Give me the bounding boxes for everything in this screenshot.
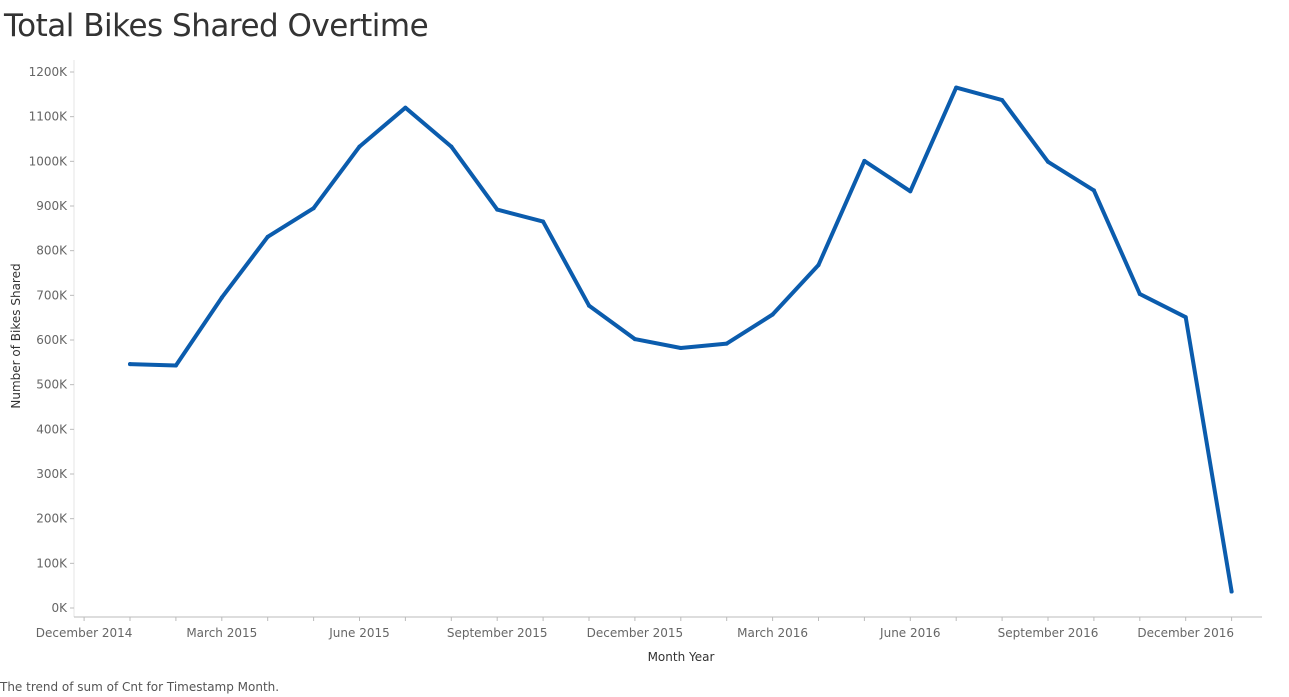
x-tick-label: September 2015: [447, 626, 548, 640]
data-point[interactable]: [1046, 159, 1050, 164]
y-tick-label: 300K: [36, 467, 68, 481]
data-point[interactable]: [816, 262, 821, 267]
x-tick-label: March 2016: [737, 626, 808, 640]
x-axis-title: Month Year: [648, 650, 715, 664]
data-point[interactable]: [908, 189, 913, 194]
y-tick-label: 100K: [36, 556, 68, 570]
data-point[interactable]: [1000, 98, 1005, 103]
data-point[interactable]: [1137, 291, 1142, 296]
x-tick-label: December 2016: [1137, 626, 1234, 640]
y-tick-label: 700K: [36, 288, 68, 302]
data-point[interactable]: [541, 219, 546, 224]
data-point[interactable]: [862, 158, 867, 163]
data-point[interactable]: [128, 362, 132, 367]
x-tick-label: September 2016: [998, 626, 1099, 640]
series-group: [128, 85, 1234, 594]
data-point[interactable]: [770, 312, 775, 317]
y-axis: 0K 100K 200K 300K 400K 500K 600K 700K 800K 900K 10…: [29, 60, 75, 617]
data-point[interactable]: [678, 346, 683, 351]
y-tick-label: 900K: [36, 199, 68, 213]
series-line: [128, 85, 1234, 594]
y-tick-label: 500K: [36, 378, 68, 392]
chart-title: Total Bikes Shared Overtime: [4, 8, 429, 44]
data-point[interactable]: [495, 207, 500, 212]
y-tick-label: 600K: [36, 333, 68, 347]
data-point[interactable]: [632, 337, 637, 342]
y-tick-label: 1200K: [29, 65, 69, 79]
y-tick-label: 1000K: [29, 154, 69, 168]
y-axis-title: Number of Bikes Shared: [9, 263, 23, 408]
data-point[interactable]: [587, 303, 591, 308]
x-axis: December 2014 March 2015 June 2015 Septembe…: [36, 616, 1262, 640]
data-point[interactable]: [173, 363, 178, 368]
y-tick-label: 0K: [51, 601, 68, 615]
data-point[interactable]: [357, 144, 362, 149]
data-point[interactable]: [449, 144, 454, 149]
x-tick-label: June 2016: [879, 626, 941, 640]
y-tick-label: 400K: [36, 422, 68, 436]
data-point[interactable]: [724, 341, 729, 346]
data-point[interactable]: [1229, 589, 1234, 594]
data-point[interactable]: [1091, 188, 1096, 193]
x-tick-label: June 2015: [328, 626, 390, 640]
data-point[interactable]: [403, 105, 408, 110]
y-tick-label: 200K: [36, 512, 68, 526]
x-tick-label: December 2014: [36, 626, 133, 640]
y-tick-label: 1100K: [29, 110, 69, 124]
data-point[interactable]: [1183, 315, 1188, 320]
data-point[interactable]: [311, 206, 316, 211]
data-point[interactable]: [954, 85, 959, 90]
x-tick-label: March 2015: [186, 626, 257, 640]
data-point[interactable]: [265, 234, 270, 239]
x-tick-label: December 2015: [587, 626, 684, 640]
chart-caption: The trend of sum of Cnt for Timestamp Mo…: [0, 680, 280, 694]
y-tick-label: 800K: [36, 244, 68, 258]
data-point[interactable]: [219, 295, 224, 300]
